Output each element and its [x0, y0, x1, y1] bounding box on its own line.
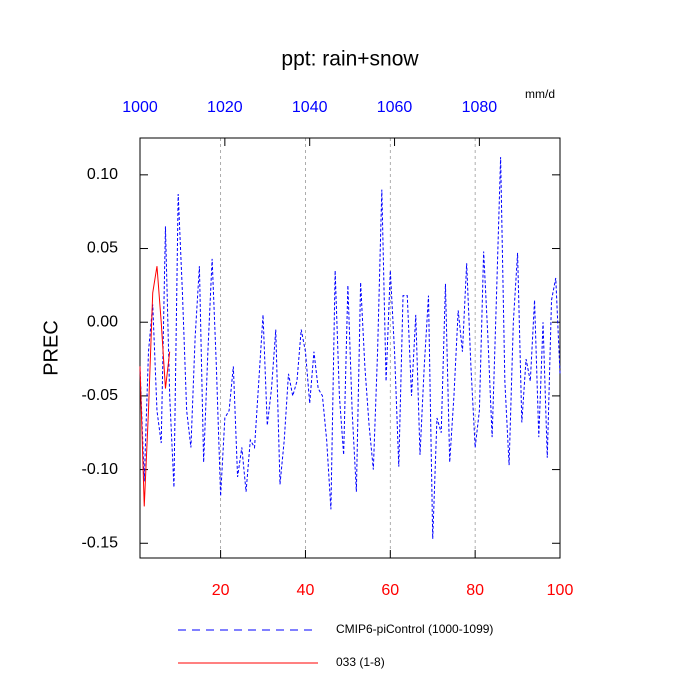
- series-line: [139, 157, 561, 539]
- units: mm/d: [525, 87, 555, 101]
- legend-label: CMIP6-piControl (1000-1099): [336, 622, 493, 636]
- x2-tick-label: 1040: [292, 99, 328, 116]
- y-tick-label: 0.00: [87, 313, 118, 330]
- x2-tick-label: 1020: [207, 99, 243, 116]
- x2-tick-label: 1000: [122, 99, 158, 116]
- legend-label: 033 (1-8): [336, 655, 385, 669]
- y-tick-label: -0.10: [82, 461, 119, 478]
- y-tick-label: -0.05: [82, 387, 119, 404]
- y-tick-label: 0.05: [87, 240, 118, 257]
- y-axis-label: PREC: [40, 320, 62, 376]
- x-tick-label: 40: [297, 582, 315, 599]
- chart-title: ppt: rain+snow: [281, 48, 419, 71]
- plot-frame: [139, 137, 561, 559]
- x2-tick-label: 1080: [462, 99, 498, 116]
- x-tick-label: 20: [212, 582, 230, 599]
- x2-tick-label: 1060: [377, 99, 413, 116]
- x-tick-label: 60: [381, 582, 399, 599]
- series-line: [139, 266, 171, 507]
- y-tick-label: -0.15: [82, 534, 119, 551]
- x-tick-label: 80: [466, 582, 484, 599]
- x-tick-label: 100: [547, 582, 574, 599]
- y-tick-label: 0.10: [87, 166, 118, 183]
